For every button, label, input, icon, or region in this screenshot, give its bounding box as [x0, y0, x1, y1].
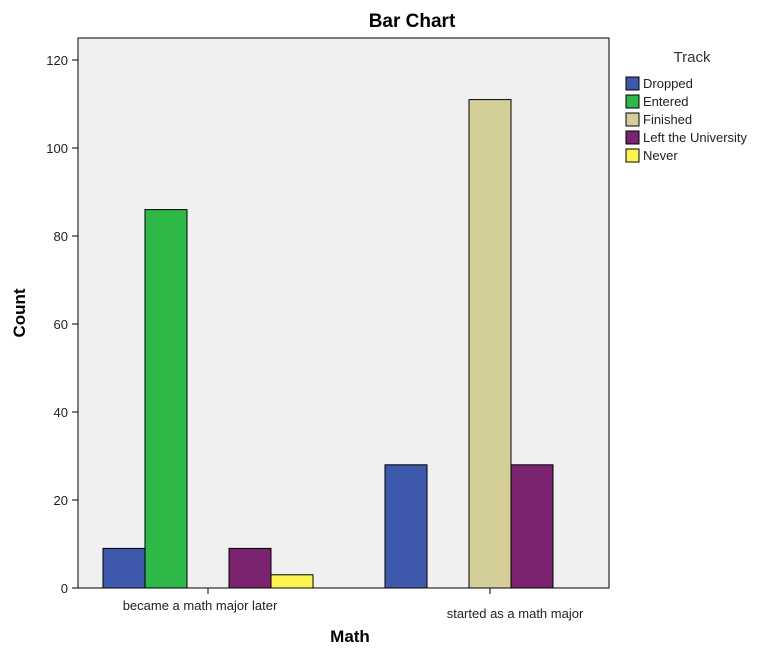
- x-tick-label: started as a math major: [447, 606, 584, 621]
- bar: [228, 547, 272, 589]
- legend-label: Dropped: [643, 76, 693, 91]
- legend-label: Finished: [643, 112, 692, 127]
- bar: [270, 574, 314, 589]
- x-axis: became a math major later started as a ma…: [123, 588, 584, 621]
- legend-swatch: [625, 148, 640, 163]
- legend-label: Entered: [643, 94, 689, 109]
- legend-label: Never: [643, 148, 678, 163]
- y-tick-label: 40: [54, 405, 68, 420]
- y-tick-label: 60: [54, 317, 68, 332]
- legend: Dropped Entered Finished Left the Universit…: [625, 76, 748, 163]
- chart-title: Bar Chart: [369, 11, 456, 32]
- bar: [144, 209, 188, 589]
- legend-swatch: [625, 94, 640, 109]
- y-tick-label: 100: [46, 141, 68, 156]
- legend-label: Left the University: [643, 130, 748, 145]
- bars: [102, 99, 554, 589]
- y-tick-label: 80: [54, 229, 68, 244]
- y-tick-label: 20: [54, 493, 68, 508]
- y-axis-label: Count: [10, 288, 29, 337]
- y-tick-label: 0: [61, 581, 68, 596]
- legend-swatch: [625, 112, 640, 127]
- bar: [510, 464, 554, 589]
- legend-swatch: [625, 130, 640, 145]
- legend-title: Track: [674, 49, 711, 66]
- y-tick-label: 120: [46, 53, 68, 68]
- x-tick-label: became a math major later: [123, 598, 278, 613]
- legend-swatch: [625, 76, 640, 91]
- bar: [384, 464, 428, 589]
- bar: [468, 99, 512, 589]
- y-axis: 0 20 40 60 80 100 120: [46, 53, 78, 596]
- bar: [102, 547, 146, 589]
- x-axis-label: Math: [330, 627, 370, 646]
